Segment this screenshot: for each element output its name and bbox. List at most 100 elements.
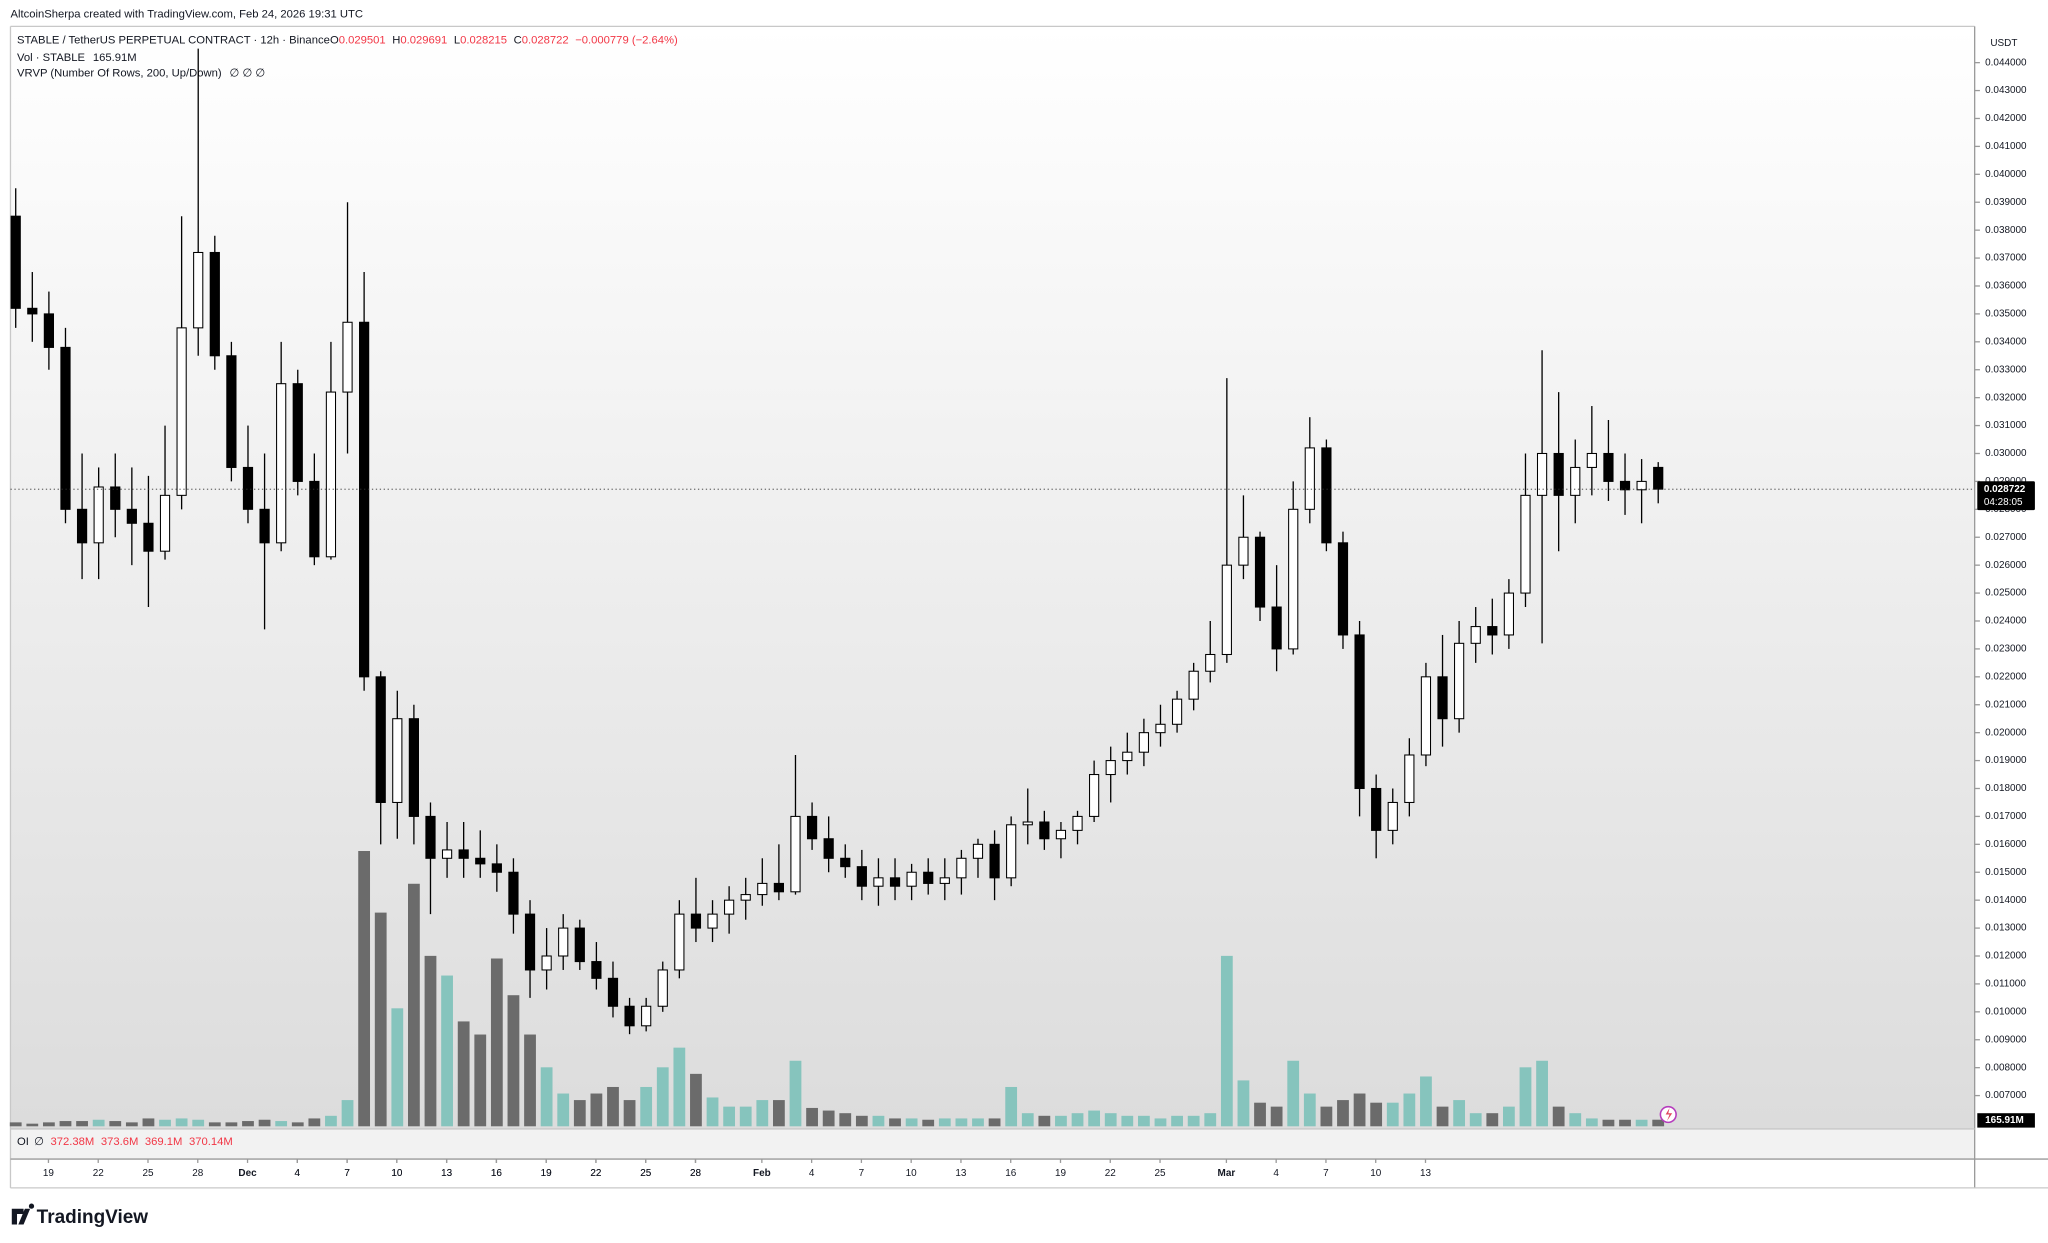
candle-body: [27, 307, 38, 315]
volume-bar: [391, 1008, 404, 1127]
candle-body: [1205, 653, 1216, 672]
candle-body: [508, 871, 519, 915]
x-tick-label: 19: [43, 1168, 55, 1179]
candle-body: [475, 857, 486, 865]
volume-bar: [1121, 1115, 1134, 1127]
x-tick-label: 7: [1323, 1168, 1329, 1179]
volume-bar: [291, 1122, 304, 1127]
volume-bar: [325, 1115, 337, 1127]
x-tick-label: 28: [690, 1168, 702, 1179]
ohlc-change: −0.000779 (−2.64%): [575, 35, 678, 47]
x-tick-label: 10: [391, 1168, 403, 1179]
x-tick-label: 22: [93, 1168, 105, 1179]
candle-body: [956, 857, 967, 879]
y-tick-label: 0.010000: [1985, 1006, 2027, 1017]
candle-body: [574, 927, 585, 963]
candle-body: [193, 251, 204, 329]
volume-bar: [590, 1093, 603, 1127]
volume-bar: [159, 1119, 171, 1127]
x-tick-label: 13: [441, 1168, 453, 1179]
y-tick-label: 0.016000: [1985, 839, 2027, 850]
volume-bar: [1055, 1115, 1067, 1127]
candle-body: [1006, 824, 1017, 879]
candle-body: [856, 866, 867, 887]
volume-bar: [557, 1093, 570, 1127]
x-tick-label: 16: [491, 1168, 503, 1179]
y-tick-label: 0.035000: [1985, 309, 2027, 320]
candle-body: [657, 969, 668, 1007]
candle-body: [1288, 508, 1299, 650]
volume-bar: [1602, 1119, 1615, 1127]
candle-body: [60, 346, 71, 510]
candle-body: [939, 877, 950, 884]
volume-bar: [706, 1097, 719, 1127]
candle-body: [259, 508, 270, 544]
candle-body: [541, 955, 552, 971]
volume-bar: [1370, 1102, 1383, 1127]
candle-body: [1404, 754, 1415, 803]
candle-body: [1254, 536, 1266, 608]
candle-body: [226, 355, 237, 468]
volume-bar: [822, 1110, 835, 1127]
candle-body: [242, 466, 254, 510]
volume-bar: [1536, 1060, 1548, 1127]
candle-body: [1619, 480, 1631, 491]
candle-body: [1337, 542, 1349, 636]
volume-bar: [1486, 1113, 1499, 1127]
volume-bar: [125, 1122, 138, 1127]
x-tick-label: 4: [295, 1168, 301, 1179]
currency: USDT: [1990, 38, 2017, 49]
plot-area: [10, 26, 1975, 1129]
y-tick-label: 0.017000: [1985, 811, 2027, 822]
tradingview-logo: TradingView: [11, 1203, 148, 1228]
candle-body: [209, 251, 220, 357]
volume-bar: [889, 1118, 901, 1127]
symbol-title: STABLE / TetherUS PERPETUAL CONTRACT · 1…: [17, 35, 330, 47]
volume-bar: [507, 995, 520, 1127]
volume-bar: [1104, 1113, 1117, 1127]
candle-body: [1454, 642, 1465, 720]
y-tick-label: 0.026000: [1985, 560, 2027, 571]
volume-bar: [1552, 1106, 1565, 1127]
volume-bar: [1585, 1118, 1598, 1127]
candle-body: [408, 718, 420, 817]
candle-body: [93, 486, 104, 544]
volume-bar: [9, 1122, 22, 1127]
candle-body: [43, 313, 55, 348]
ohlc-legend: O0.029501 H0.029691 L0.028215 C0.028722 −0.0…: [330, 35, 678, 47]
volume-bar: [1303, 1093, 1316, 1127]
volume-bar: [408, 883, 420, 1127]
last-price-label: 0.028722: [1984, 484, 2026, 495]
candle-body: [806, 815, 818, 840]
x-tick-label: 4: [809, 1168, 815, 1179]
vrvp-values: ∅ ∅ ∅: [230, 67, 266, 79]
x-tick-label: 22: [1105, 1168, 1117, 1179]
last-price-box: [1977, 481, 2035, 511]
x-tick-label: 7: [344, 1168, 350, 1179]
x-tick-label: 4: [1273, 1168, 1279, 1179]
candle-body: [1138, 732, 1150, 753]
oi-symbol: ∅: [34, 1136, 44, 1148]
candle-body: [1072, 815, 1083, 831]
volume-bar: [457, 1021, 470, 1127]
candle-body: [1171, 698, 1183, 725]
candle-body: [1122, 751, 1133, 762]
x-tick-label: 25: [640, 1168, 652, 1179]
x-tick-label: 16: [491, 1168, 503, 1179]
y-tick-label: 0.018000: [1985, 783, 2027, 794]
ohlc-value: 0.028722: [522, 35, 569, 47]
candle-body: [1271, 606, 1282, 650]
volume-bar: [524, 1034, 536, 1127]
volume-bar: [723, 1106, 736, 1127]
x-tick-label: 16: [1005, 1168, 1017, 1179]
volume-bar: [374, 912, 387, 1127]
y-tick-label: 0.040000: [1985, 169, 2027, 180]
candle-body: [1586, 452, 1597, 468]
oi-label: OI: [17, 1136, 29, 1148]
volume-bar: [872, 1115, 885, 1127]
candle-body: [1420, 676, 1432, 756]
volume-bar: [1386, 1102, 1399, 1127]
volume-bar: [1287, 1060, 1300, 1127]
vrvp: VRVP (Number Of Rows, 200, Up/Down) ∅ ∅ ∅: [17, 67, 265, 79]
volume-bar: [1619, 1119, 1631, 1127]
